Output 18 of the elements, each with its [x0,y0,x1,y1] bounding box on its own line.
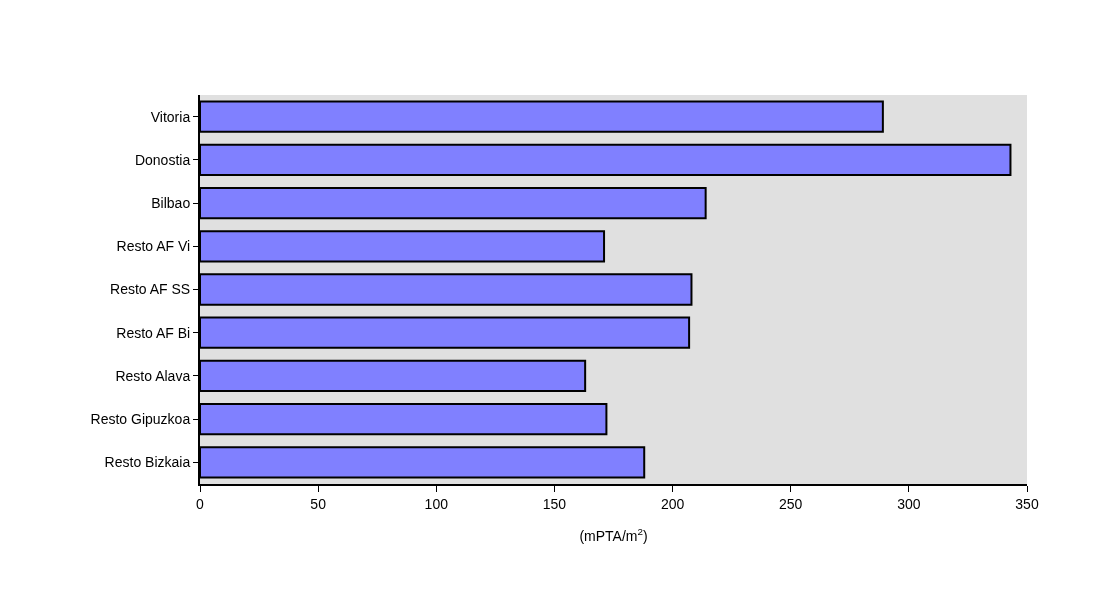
y-tick-label: Resto Alava [115,367,191,384]
x-tick-label: 0 [196,495,205,512]
y-tick-label: Resto AF Bi [116,324,191,341]
y-tick-label: Donostia [134,151,191,168]
x-tick-label: 350 [1015,495,1039,512]
x-tick-label: 250 [779,495,803,512]
y-tick-label: Vitoria [150,108,191,125]
y-tick-label: Resto Bizkaia [104,454,191,471]
y-tick-label: Resto AF Vi [116,238,191,255]
x-axis-title: (mPTA/m$^{2}$) [579,525,648,544]
x-tick-label: 50 [310,495,327,512]
y-tick-label: Resto AF SS [110,281,191,298]
y-tick-label: Resto Gipuzkoa [90,411,191,428]
x-tick-label: 100 [424,495,449,512]
x-tick-label: 200 [660,495,685,512]
x-tick-label: 300 [897,495,921,512]
x-tick-label: 150 [542,495,567,512]
y-tick-label: Bilbao [151,194,191,211]
